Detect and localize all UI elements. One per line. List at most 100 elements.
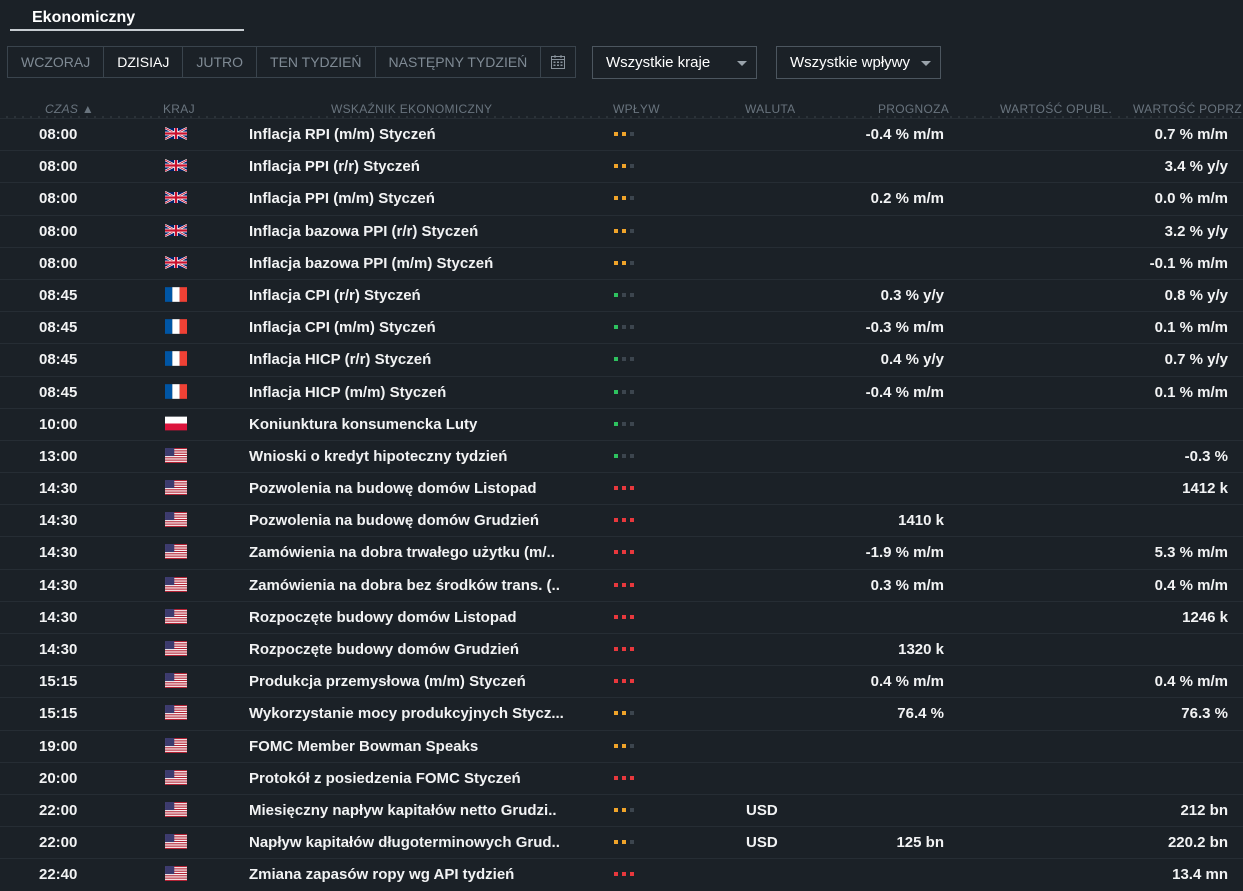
table-row[interactable]: 15:15 Wykorzystanie mocy produkcyjnych St… <box>0 697 1243 729</box>
table-row[interactable]: 08:00 Inflacja bazowa PPI (r/r) Styczeń 3.… <box>0 214 1243 247</box>
day-tab-next-week[interactable]: NASTĘPNY TYDZIEŃ <box>376 47 542 77</box>
table-row[interactable]: 08:45 Inflacja HICP (m/m) Styczeń -0.4 % m… <box>0 375 1243 408</box>
table-row[interactable]: 19:00 FOMC Member Bowman Speaks <box>0 729 1243 762</box>
country-filter-dropdown[interactable]: Wszystkie kraje <box>592 46 757 79</box>
column-header-previous[interactable]: WARTOŚĆ POPRZ <box>1133 102 1243 116</box>
event-name[interactable]: Zamówienia na dobra trwałego użytku (m/.… <box>249 544 555 562</box>
event-previous: 0.7 % y/y <box>1164 351 1228 369</box>
event-time: 15:15 <box>39 705 78 723</box>
events-table: 08:00 Inflacja RPI (m/m) Styczeń -0.4 % m/… <box>0 116 1243 891</box>
table-row[interactable]: 14:30 Pozwolenia na budowę domów Listopad… <box>0 472 1243 504</box>
event-name[interactable]: Koniunktura konsumencka Luty <box>249 415 478 433</box>
event-name[interactable]: FOMC Member Bowman Speaks <box>249 737 479 755</box>
event-name[interactable]: Miesięczny napływ kapitałów netto Grudzi… <box>249 801 557 819</box>
column-header-currency[interactable]: WALUTA <box>745 102 796 116</box>
event-name[interactable]: Inflacja PPI (r/r) Styczeń <box>249 158 420 176</box>
impact-indicator <box>614 518 634 523</box>
table-row[interactable]: 08:00 Inflacja RPI (m/m) Styczeń -0.4 % m/… <box>0 118 1243 150</box>
event-previous: 220.2 bn <box>1167 834 1228 852</box>
event-previous: 3.2 % y/y <box>1164 222 1228 240</box>
column-header-forecast[interactable]: PROGNOZA <box>878 102 950 116</box>
event-currency: USD <box>746 834 778 852</box>
table-row[interactable]: 14:30 Zamówienia na dobra trwałego użytku… <box>0 536 1243 568</box>
event-forecast: 1320 k <box>898 641 944 658</box>
event-previous: 0.7 % m/m <box>1154 126 1228 143</box>
event-previous: 0.4 % m/m <box>1154 576 1228 594</box>
event-forecast: -1.9 % m/m <box>865 544 944 562</box>
table-row[interactable]: 14:30 Pozwolenia na budowę domów Grudzień… <box>0 504 1243 536</box>
flag-uk-icon <box>165 255 187 270</box>
calendar-icon[interactable] <box>541 47 575 77</box>
column-header-indicator[interactable]: WSKAŹNIK EKONOMICZNY <box>331 102 493 116</box>
event-name[interactable]: Wykorzystanie mocy produkcyjnych Stycz..… <box>249 705 564 723</box>
event-name[interactable]: Rozpoczęte budowy domów Listopad <box>249 608 517 626</box>
flag-usa-icon <box>165 641 187 656</box>
table-row[interactable]: 08:00 Inflacja PPI (r/r) Styczeń 3.4 % y/y <box>0 150 1243 182</box>
event-name[interactable]: Inflacja bazowa PPI (r/r) Styczeń <box>249 222 479 240</box>
table-row[interactable]: 20:00 Protokół z posiedzenia FOMC Styczeń <box>0 761 1243 794</box>
event-previous: 212 bn <box>1180 801 1228 819</box>
event-name[interactable]: Produkcja przemysłowa (m/m) Styczeń <box>249 673 526 691</box>
event-time: 08:00 <box>39 222 78 240</box>
event-previous: 0.4 % m/m <box>1154 673 1228 691</box>
table-row[interactable]: 13:00 Wnioski o kredyt hipoteczny tydzień… <box>0 439 1243 472</box>
flag-uk-icon <box>165 190 187 205</box>
table-row[interactable]: 08:45 Inflacja CPI (r/r) Styczeń 0.3 % y/y… <box>0 278 1243 311</box>
event-name[interactable]: Rozpoczęte budowy domów Grudzień <box>249 641 519 658</box>
impact-indicator <box>614 550 634 555</box>
impact-indicator <box>614 228 634 233</box>
event-time: 08:45 <box>39 286 78 304</box>
day-tab-today[interactable]: DZISIAJ <box>104 47 184 77</box>
event-name[interactable]: Inflacja bazowa PPI (m/m) Styczeń <box>249 254 494 272</box>
table-row[interactable]: 08:00 Inflacja PPI (m/m) Styczeń 0.2 % m/m… <box>0 182 1243 214</box>
table-row[interactable]: 22:00 Napływ kapitałów długoterminowych G… <box>0 826 1243 858</box>
table-row[interactable]: 14:30 Zamówienia na dobra bez środków tra… <box>0 568 1243 601</box>
flag-france-icon <box>165 383 187 399</box>
table-row[interactable]: 22:00 Miesięczny napływ kapitałów netto G… <box>0 793 1243 826</box>
event-name[interactable]: Wnioski o kredyt hipoteczny tydzień <box>249 447 508 465</box>
table-row[interactable]: 22:40 Zmiana zapasów ropy wg API tydzień 1… <box>0 858 1243 890</box>
impact-indicator <box>614 872 634 877</box>
table-row[interactable]: 14:30 Rozpoczęte budowy domów Listopad 124… <box>0 600 1243 633</box>
table-row[interactable]: 08:45 Inflacja CPI (m/m) Styczeń -0.3 % m/… <box>0 311 1243 343</box>
day-tab-tomorrow[interactable]: JUTRO <box>183 47 258 77</box>
flag-usa-icon <box>165 705 187 721</box>
event-forecast: 125 bn <box>896 834 944 852</box>
flag-france-icon <box>165 351 187 367</box>
event-name[interactable]: Inflacja RPI (m/m) Styczeń <box>249 126 436 143</box>
event-name[interactable]: Inflacja HICP (m/m) Styczeń <box>249 383 447 401</box>
event-name[interactable]: Zmiana zapasów ropy wg API tydzień <box>249 866 515 884</box>
event-previous: 5.3 % m/m <box>1154 544 1228 562</box>
table-row[interactable]: 08:00 Inflacja bazowa PPI (m/m) Styczeń -0… <box>0 246 1243 279</box>
event-name[interactable]: Inflacja CPI (r/r) Styczeń <box>249 286 421 304</box>
table-row[interactable]: 08:45 Inflacja HICP (r/r) Styczeń 0.4 % y/… <box>0 343 1243 375</box>
event-forecast: -0.4 % m/m <box>865 383 944 401</box>
column-header-published[interactable]: WARTOŚĆ OPUBL. <box>1000 102 1113 116</box>
impact-indicator <box>614 325 634 330</box>
event-name[interactable]: Inflacja HICP (r/r) Styczeń <box>249 351 432 369</box>
event-name[interactable]: Zamówienia na dobra bez środków trans. (… <box>249 576 560 594</box>
flag-usa-icon <box>165 737 187 753</box>
impact-indicator <box>614 775 634 780</box>
event-name[interactable]: Napływ kapitałów długoterminowych Grud.. <box>249 834 560 852</box>
event-name[interactable]: Protokół z posiedzenia FOMC Styczeń <box>249 769 521 787</box>
event-name[interactable]: Pozwolenia na budowę domów Grudzień <box>249 512 540 530</box>
event-name[interactable]: Inflacja CPI (m/m) Styczeń <box>249 319 436 337</box>
event-time: 22:00 <box>39 801 78 819</box>
event-time: 14:30 <box>39 544 78 562</box>
table-row[interactable]: 10:00 Koniunktura konsumencka Luty <box>0 407 1243 440</box>
impact-indicator <box>614 711 634 716</box>
column-header-impact[interactable]: WPŁYW <box>613 102 660 116</box>
event-name[interactable]: Pozwolenia na budowę domów Listopad <box>249 480 537 498</box>
tab-economic[interactable]: Ekonomiczny <box>10 0 244 31</box>
day-tab-this-week[interactable]: TEN TYDZIEŃ <box>257 47 376 77</box>
column-header-time[interactable]: CZAS ▲ <box>45 102 95 116</box>
flag-usa-icon <box>165 673 187 689</box>
event-name[interactable]: Inflacja PPI (m/m) Styczeń <box>249 190 435 208</box>
day-tab-yesterday[interactable]: WCZORAJ <box>8 47 105 77</box>
table-row[interactable]: 15:15 Produkcja przemysłowa (m/m) Styczeń… <box>0 665 1243 697</box>
table-row[interactable]: 14:30 Rozpoczęte budowy domów Grudzień 132… <box>0 633 1243 665</box>
event-time: 14:30 <box>39 641 78 658</box>
column-header-country[interactable]: KRAJ <box>163 102 195 116</box>
impact-filter-dropdown[interactable]: Wszystkie wpływy <box>776 46 941 79</box>
